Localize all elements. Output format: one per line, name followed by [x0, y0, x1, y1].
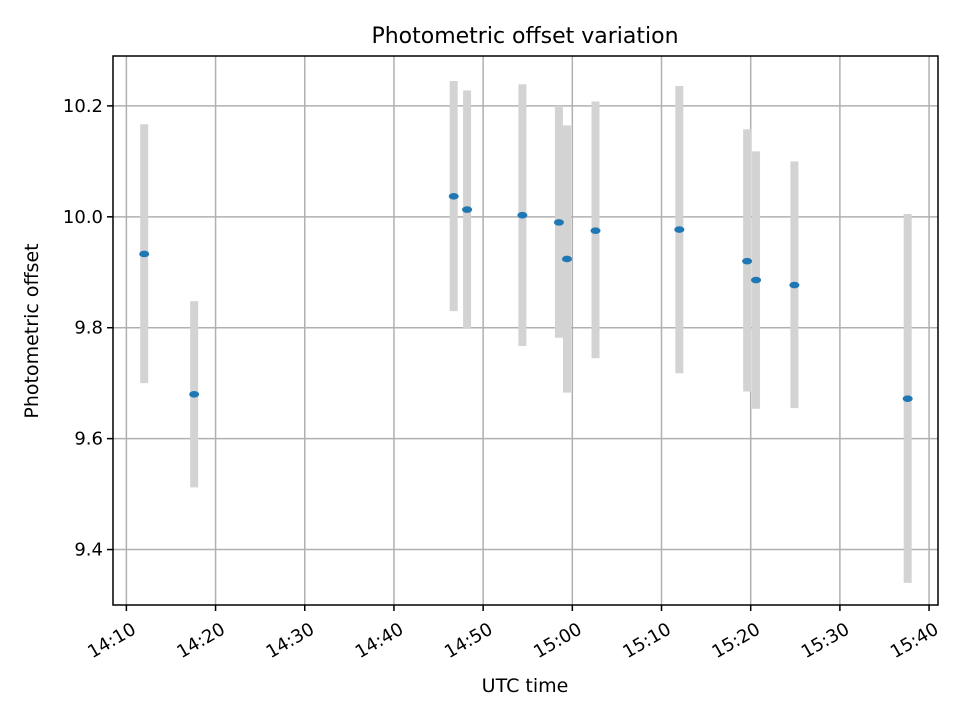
chart-title: Photometric offset variation [371, 24, 678, 49]
x-tick-label: 14:20 [173, 619, 228, 663]
data-point [742, 257, 753, 265]
x-tick-label: 15:40 [887, 619, 942, 663]
y-axis: 9.4 9.6 9.8 10.0 10.2 [63, 96, 113, 561]
data-point [139, 250, 150, 258]
plot-frame [112, 55, 939, 606]
x-tick-label: 14:10 [84, 619, 139, 663]
data-point [902, 395, 913, 403]
x-tick-label: 15:20 [709, 619, 764, 663]
x-tick-label: 15:10 [619, 619, 674, 663]
data-point [189, 390, 200, 398]
data-point [590, 227, 601, 234]
y-axis-label: Photometric offset [21, 243, 43, 418]
y-tick-label: 10.0 [63, 207, 103, 228]
y-tick-label: 9.8 [74, 318, 103, 339]
data-point [561, 255, 572, 263]
data-point [553, 219, 564, 226]
data-point [462, 206, 473, 213]
y-tick-label: 9.4 [74, 540, 103, 561]
x-tick-label: 14:40 [352, 619, 407, 663]
x-tick-label: 15:30 [798, 619, 853, 663]
data-point [789, 281, 800, 289]
y-tick-label: 10.2 [63, 96, 103, 117]
x-axis-label: UTC time [482, 675, 569, 697]
data-point [517, 211, 528, 219]
data-point [674, 226, 685, 233]
data-point [751, 276, 762, 284]
data-point [448, 193, 459, 200]
error-bars [140, 80, 912, 583]
x-tick-label: 14:50 [441, 619, 496, 663]
x-axis: 14:10 14:20 14:30 14:40 14:50 15:00 15:10 15:20… [84, 605, 942, 663]
y-tick-label: 9.6 [74, 429, 103, 450]
data-points [139, 193, 913, 403]
x-tick-label: 14:30 [263, 619, 318, 663]
x-tick-label: 15:00 [530, 619, 585, 663]
